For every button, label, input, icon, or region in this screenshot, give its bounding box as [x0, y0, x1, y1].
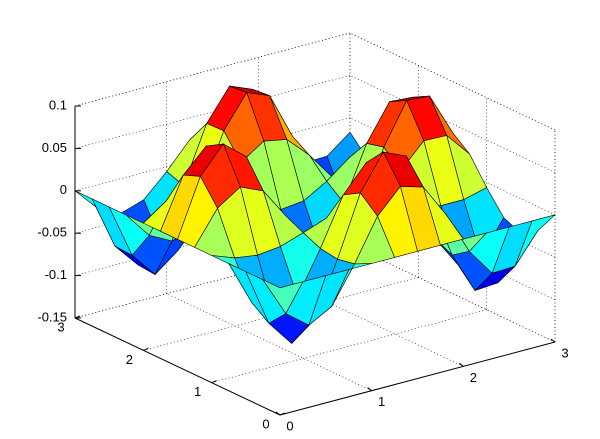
tick-mark: [74, 315, 81, 319]
tick-mark: [211, 380, 217, 384]
box-edge: [349, 32, 556, 131]
axis-line: [279, 341, 556, 416]
y-tick-label: 1: [194, 384, 201, 399]
z-tick-label: 0.1: [49, 97, 67, 112]
axis-line: [74, 317, 281, 416]
x-tick-label: 1: [378, 394, 385, 409]
tick-mark: [367, 387, 372, 392]
tick-mark: [459, 362, 464, 367]
box-edge: [74, 32, 351, 107]
z-tick-label: -0.05: [37, 225, 67, 240]
tick-mark: [550, 338, 556, 343]
x-tick-label: 0: [286, 418, 293, 433]
tick-mark: [143, 347, 149, 351]
grid-line: [211, 309, 487, 383]
x-tick-label: 3: [561, 345, 568, 360]
z-tick-label: 0.05: [42, 140, 67, 155]
tick-mark: [275, 411, 281, 416]
tick-mark: [279, 412, 286, 416]
z-tick-label: 0: [60, 182, 67, 197]
z-tick-label: -0.15: [37, 309, 67, 324]
z-tick-label: -0.1: [45, 267, 67, 282]
y-tick-label: 0: [262, 416, 269, 431]
x-tick-label: 2: [470, 370, 477, 385]
y-tick-label: 2: [126, 352, 133, 367]
y-tick-label: 3: [57, 319, 64, 334]
surface-face: [262, 278, 304, 315]
